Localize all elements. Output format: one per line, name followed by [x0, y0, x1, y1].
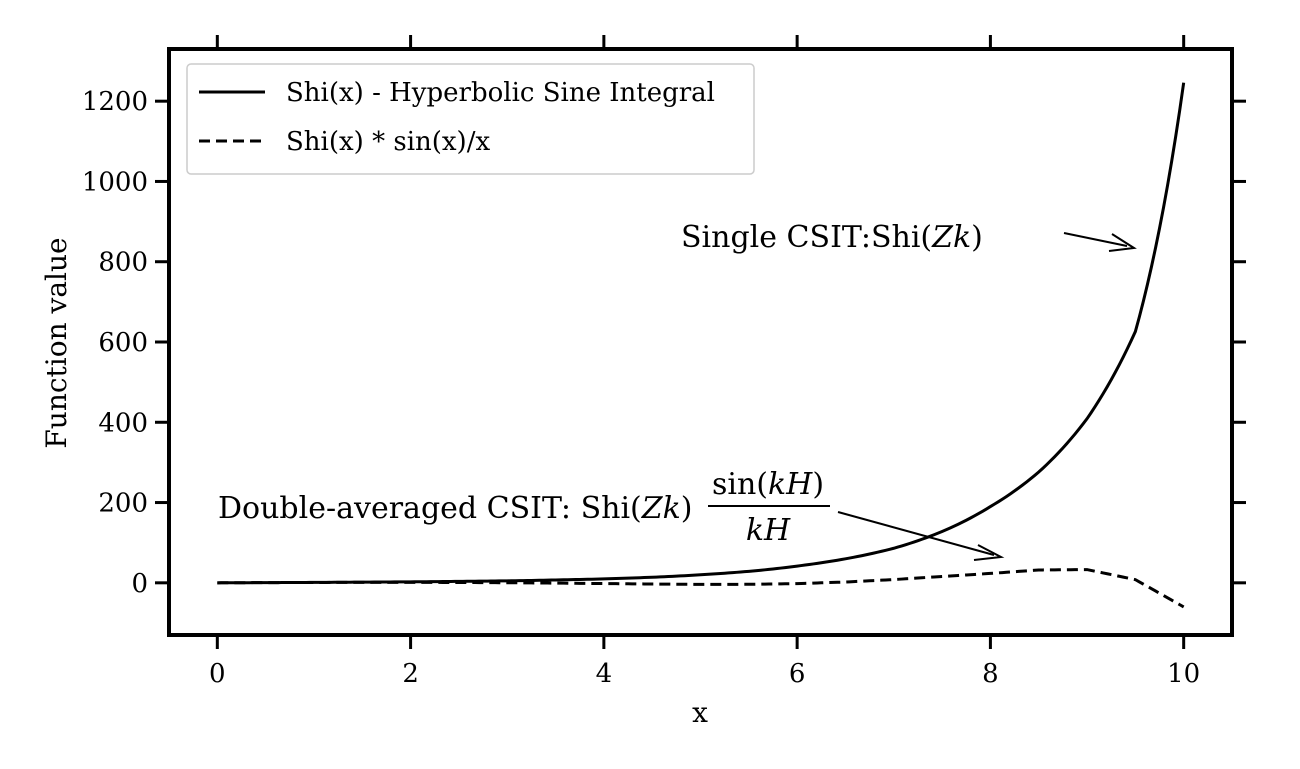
- annotation-double-csit-numerator: sin(kH): [712, 467, 824, 502]
- x-tick-label: 2: [402, 659, 419, 689]
- y-tick-label: 1200: [82, 87, 148, 117]
- annotation-single-csit: Single CSIT:Shi(Zk): [681, 220, 1137, 255]
- x-axis-label: x: [692, 696, 708, 729]
- legend-box: [186, 63, 755, 175]
- annotation-double-csit-label: Double-averaged CSIT: Shi(Zk): [218, 491, 693, 526]
- annotation-single-csit-arrowhead: [1108, 233, 1137, 252]
- x-axis-ticks: 0 2 4 6 8 10: [209, 35, 1200, 689]
- x-tick-label: 10: [1167, 659, 1200, 689]
- series-line-shi-sinc: [217, 568, 1185, 609]
- annotation-single-csit-label: Single CSIT:Shi(Zk): [681, 220, 983, 255]
- annotation-double-csit-arrow: [837, 511, 995, 556]
- legend-label-shi: Shi(x) - Hyperbolic Sine Integral: [286, 78, 715, 108]
- y-axis-label: Function value: [40, 237, 73, 448]
- y-tick-label: 200: [98, 489, 148, 519]
- annotation-double-csit-arrowhead: [973, 544, 1005, 561]
- y-tick-label: 0: [131, 569, 148, 599]
- x-tick-label: 6: [789, 659, 806, 689]
- x-tick-label: 8: [982, 659, 999, 689]
- y-tick-label: 400: [98, 408, 148, 438]
- y-tick-label: 600: [98, 328, 148, 358]
- annotation-single-csit-arrow: [1063, 232, 1128, 247]
- annotation-double-csit: Double-averaged CSIT: Shi(Zk) sin(kH) kH: [218, 467, 1005, 561]
- y-axis-ticks: 0 200 400 600 800 1000 1200: [82, 87, 1246, 599]
- x-tick-label: 0: [209, 659, 226, 689]
- x-tick-label: 4: [596, 659, 613, 689]
- legend-label-shi-sinc: Shi(x) * sin(x)/x: [286, 127, 490, 157]
- y-tick-label: 800: [98, 248, 148, 278]
- annotation-double-csit-denominator: kH: [746, 513, 791, 548]
- y-tick-label: 1000: [82, 167, 148, 197]
- legend: Shi(x) - Hyperbolic Sine Integral Shi(x)…: [186, 63, 755, 175]
- series-layer: [217, 82, 1186, 609]
